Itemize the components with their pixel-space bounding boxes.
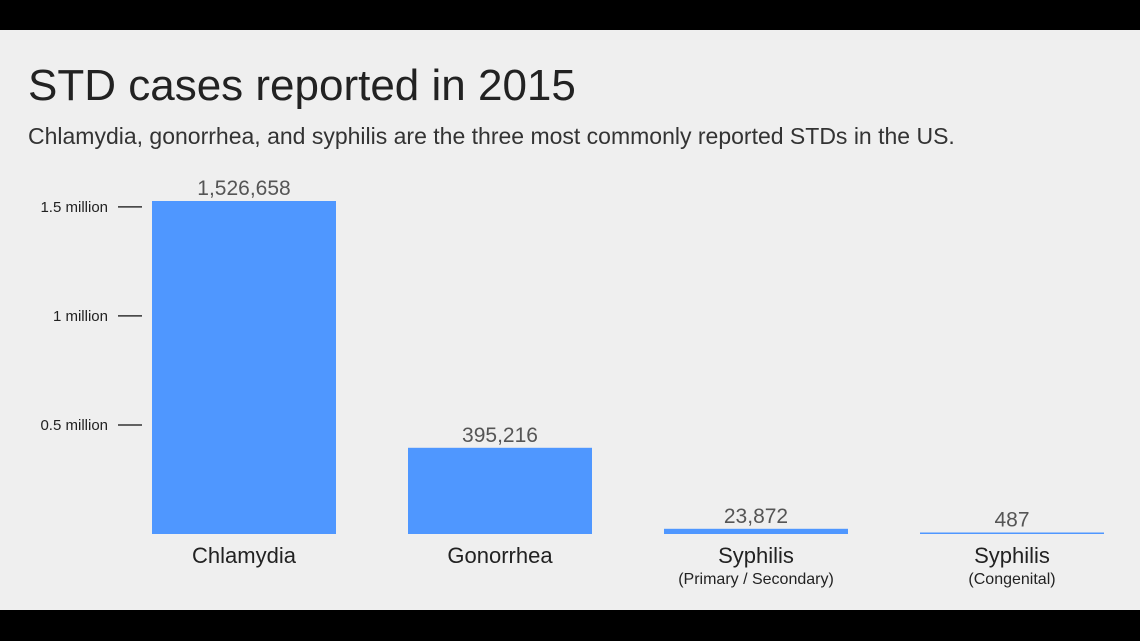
- category-label: Gonorrhea: [447, 543, 553, 568]
- bar-chart: 0.5 million 1 million 1.5 million 1,526,658…: [40, 177, 1104, 588]
- category-sublabel: (Congenital): [968, 571, 1055, 588]
- category-label: Chlamydia: [192, 543, 297, 568]
- chart-title: STD cases reported in 2015: [28, 61, 576, 110]
- data-label: 395,216: [462, 424, 538, 447]
- data-label: 487: [994, 509, 1029, 532]
- bar: [152, 201, 336, 534]
- bar: [408, 447, 592, 534]
- category-label: Syphilis: [974, 543, 1050, 568]
- bar: [920, 532, 1104, 534]
- y-tick-label: 0.5 million: [40, 417, 108, 434]
- data-label: 23,872: [724, 505, 788, 528]
- bar: [664, 528, 848, 534]
- chart-subtitle: Chlamydia, gonorrhea, and syphilis are t…: [28, 123, 955, 149]
- chart-panel: STD cases reported in 2015 Chlamydia, go…: [0, 30, 1140, 610]
- y-tick-label: 1.5 million: [40, 199, 108, 216]
- data-label: 1,526,658: [197, 177, 290, 200]
- y-tick-label: 1 million: [53, 308, 108, 325]
- category-sublabel: (Primary / Secondary): [678, 571, 834, 588]
- category-label: Syphilis: [718, 543, 794, 568]
